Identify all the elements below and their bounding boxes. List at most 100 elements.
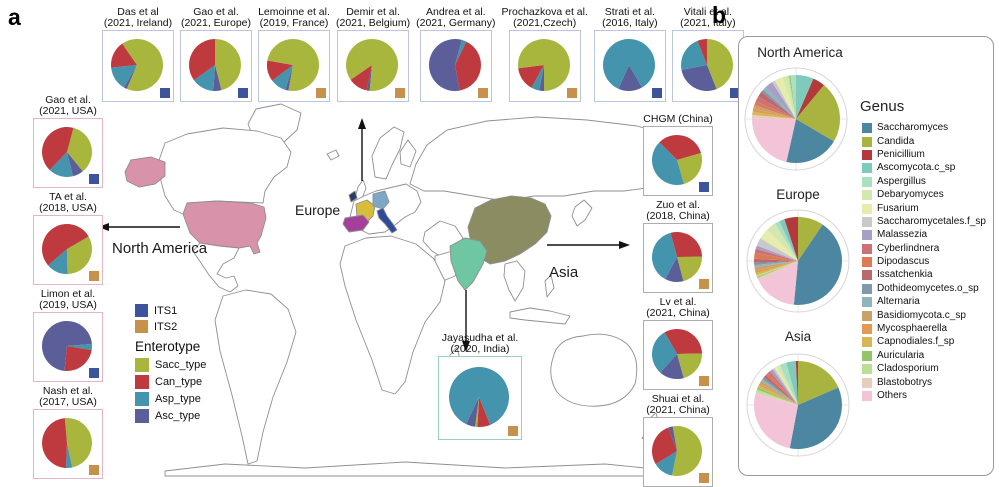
study-label-line1: Andrea et al. — [426, 5, 486, 18]
pie-slice — [680, 40, 707, 70]
pie-slice — [758, 91, 796, 119]
map-legend: ITS1 ITS2 Enterotype Sacc_type Can_type As… — [135, 304, 245, 426]
study-label: TA et al. (2018, USA) — [39, 191, 97, 215]
panel-b-label: b — [712, 2, 727, 28]
genus-legend-title: Genus — [860, 98, 905, 115]
its-marker-its1 — [160, 88, 170, 98]
pie-slice — [756, 261, 798, 277]
genus-item-basidiomycota.c_sp: Basidiomycota.c_sp — [862, 310, 986, 321]
its-marker-its1 — [238, 88, 248, 98]
pie-slice — [752, 111, 796, 119]
enterotype-legend-items: Sacc_type Can_type Asp_type Asc_type — [135, 358, 245, 423]
pie-slice — [122, 38, 164, 91]
pie-slice — [41, 223, 89, 266]
genus-swatch — [862, 216, 872, 227]
pie-slice — [756, 238, 798, 261]
its-marker-its1 — [729, 88, 740, 98]
continent-south-america — [214, 289, 297, 465]
genus-swatch — [862, 350, 872, 361]
map-label-asia: Asia — [549, 264, 579, 281]
pie-slice — [762, 377, 798, 405]
genus-name: Dothideomycetes.o_sp — [877, 282, 979, 294]
its1-label: ITS1 — [154, 304, 178, 317]
study-gao-et-al-: Gao et al. (2021, Europe) — [180, 6, 252, 102]
region-title-north-america: North America — [757, 45, 843, 60]
country-alaska — [124, 156, 166, 188]
pie-slice — [786, 361, 798, 405]
pie-slice — [754, 261, 798, 271]
study-label-line2: (2019, France) — [259, 17, 329, 30]
study-label-line2: (2018, USA) — [39, 202, 97, 215]
pie-slice — [772, 367, 798, 405]
study-label: Lemoinne et al. (2019, France) — [258, 6, 330, 30]
pie-slice — [774, 366, 798, 405]
pie-slice — [782, 75, 796, 119]
pie-slice — [272, 65, 293, 90]
india-study-slot: Jayasudha et al. (2020, India) — [422, 332, 538, 440]
study-strati-et-al-: Strati et al. (2016, Italy) — [593, 6, 666, 102]
pie-slice — [681, 65, 717, 91]
genus-item-dipodascus: Dipodascus — [862, 257, 986, 268]
pie-slice — [755, 261, 798, 276]
genus-swatch — [862, 203, 872, 214]
genus-swatch — [862, 257, 872, 268]
its-marker-its1 — [89, 368, 99, 378]
island-philippines — [544, 274, 555, 298]
its-marker-its2 — [89, 465, 99, 475]
study-pie-chart — [266, 39, 319, 92]
enterotype-label: Sacc_type — [155, 359, 207, 371]
its-marker-its2 — [699, 376, 709, 386]
pie-slice — [756, 261, 798, 278]
study-pie-box — [33, 118, 103, 188]
pie-slice — [706, 39, 733, 90]
genus-item-debaryomyces: Debaryomyces — [862, 190, 986, 201]
study-label-line1: CHGM (China) — [643, 113, 713, 126]
genus-swatch — [862, 123, 872, 134]
genus-item-dothideomycetes.o_sp: Dothideomycetes.o_sp — [862, 282, 986, 294]
enterotype-item-Asc_type: Asc_type — [135, 409, 245, 423]
pie-slice — [670, 231, 702, 257]
pie-slice — [664, 329, 702, 354]
north-america-studies-column: Gao et al. (2021, USA) TA et al. (2018, USA… — [16, 94, 120, 479]
pie-slice — [765, 372, 798, 405]
study-vitali-et-al-: Vitali et al. (2021, Italy) — [671, 6, 744, 102]
study-jayasudha-et-al-: Jayasudha et al. (2020, India) — [422, 332, 538, 440]
study-label: Prochazkova et al. (2021,Czech) — [502, 6, 588, 30]
genus-name: Saccharomyces — [877, 122, 949, 134]
arrow-india — [462, 290, 470, 352]
pie-slice — [466, 397, 479, 427]
genus-swatch — [862, 230, 872, 241]
its-marker-its2 — [477, 88, 488, 98]
genus-name: Issatchenkia — [877, 269, 933, 281]
study-label-line2: (2021, USA) — [39, 105, 97, 118]
study-label: Gao et al. (2021, USA) — [39, 94, 97, 118]
study-pie-box — [438, 356, 522, 440]
pie-slice — [765, 82, 796, 119]
pie-slice — [618, 65, 642, 92]
study-label-line1: Shuai et al. — [651, 392, 705, 405]
study-pie-chart — [651, 329, 702, 380]
study-ta-et-al-: TA et al. (2018, USA) — [33, 191, 103, 285]
pie-slice — [215, 39, 241, 91]
study-label-line2: (2021, Ireland) — [103, 17, 173, 30]
pie-slice — [67, 152, 83, 177]
genus-item-issatchenkia: Issatchenkia — [862, 269, 986, 281]
study-label-line2: (2021, Belgium) — [336, 17, 411, 30]
pie-slice — [671, 426, 702, 477]
its-marker-its1 — [89, 174, 99, 184]
pie-slice — [41, 320, 92, 371]
study-pie-chart — [680, 39, 733, 91]
pie-slice — [67, 236, 92, 274]
pie-slice — [796, 75, 814, 119]
study-pie-chart — [652, 426, 702, 477]
genus-name: Blastobotrys — [877, 376, 933, 388]
study-pie-chart — [110, 38, 164, 91]
pie-slice — [655, 451, 677, 476]
study-pie-chart — [42, 127, 93, 177]
study-pie-box — [671, 30, 744, 102]
study-label-line1: Nash et al. — [42, 384, 94, 397]
pie-slice — [763, 87, 796, 119]
study-pie-box — [643, 126, 713, 196]
study-label-line2: (2021, China) — [646, 307, 710, 320]
pie-slice — [428, 39, 462, 92]
